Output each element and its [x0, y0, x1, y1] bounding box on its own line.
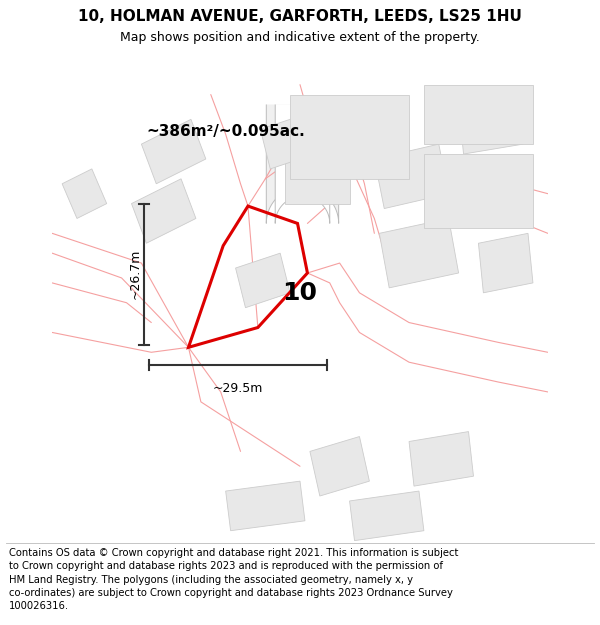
- Text: ~386m²/~0.095ac.: ~386m²/~0.095ac.: [146, 124, 305, 139]
- Polygon shape: [424, 84, 533, 144]
- Polygon shape: [275, 104, 330, 223]
- Text: 10, HOLMAN AVENUE, GARFORTH, LEEDS, LS25 1HU: 10, HOLMAN AVENUE, GARFORTH, LEEDS, LS25…: [78, 9, 522, 24]
- Polygon shape: [458, 94, 523, 154]
- Polygon shape: [285, 144, 350, 204]
- Polygon shape: [290, 94, 409, 179]
- Polygon shape: [409, 432, 473, 486]
- Text: 10: 10: [283, 281, 317, 305]
- Polygon shape: [379, 219, 458, 288]
- Polygon shape: [260, 109, 330, 169]
- Text: Contains OS data © Crown copyright and database right 2021. This information is : Contains OS data © Crown copyright and d…: [9, 548, 458, 611]
- Polygon shape: [266, 104, 338, 223]
- Text: ~29.5m: ~29.5m: [213, 382, 263, 395]
- Polygon shape: [350, 491, 424, 541]
- Polygon shape: [374, 144, 449, 209]
- Polygon shape: [62, 169, 107, 219]
- Polygon shape: [310, 436, 370, 496]
- Text: ~26.7m: ~26.7m: [128, 249, 142, 299]
- Polygon shape: [236, 253, 290, 308]
- Polygon shape: [478, 233, 533, 292]
- Polygon shape: [131, 179, 196, 243]
- Text: Map shows position and indicative extent of the property.: Map shows position and indicative extent…: [120, 31, 480, 44]
- Polygon shape: [424, 154, 533, 228]
- Polygon shape: [226, 481, 305, 531]
- Polygon shape: [142, 119, 206, 184]
